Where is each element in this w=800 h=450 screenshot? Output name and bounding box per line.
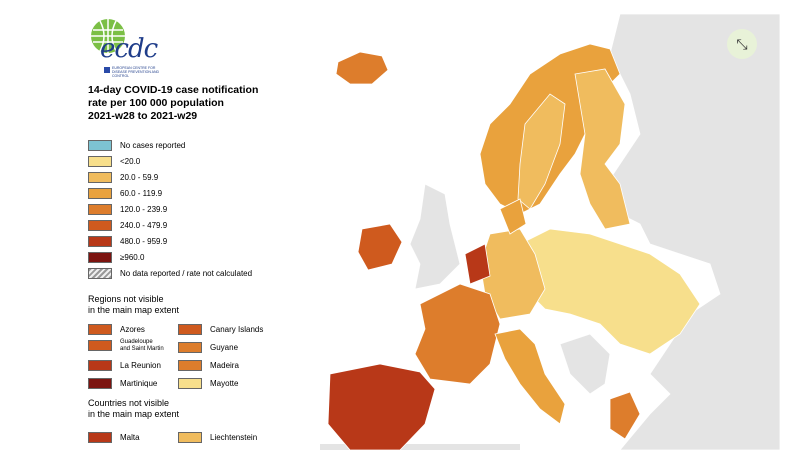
region-label: Canary Islands [210,325,264,334]
country-item: Liechtenstein [178,432,298,444]
uk-landmass [409,183,461,290]
scale-swatch [88,236,112,247]
region-item: Guyane [178,342,298,354]
scale-swatch [88,140,112,151]
region-item: Guadeloupe and Saint Martin [88,339,178,354]
denmark [499,198,527,235]
country-label: Malta [120,433,140,442]
region-item: Canary Islands [178,324,298,336]
countries-heading-line-2: in the main map extent [88,409,180,419]
region-item: Mayotte [178,378,298,390]
iceland [335,51,389,85]
europe-map[interactable] [320,14,780,450]
title-line-1: 14-day COVID-19 case notification [88,84,259,96]
italy [494,328,566,425]
region-label: Martinique [120,379,158,388]
scale-label: No cases reported [120,141,186,150]
region-swatch [88,378,112,389]
sweden [517,93,566,210]
region-item: Martinique [88,378,178,390]
region-swatch [178,378,202,389]
france [414,283,501,385]
country-swatch [178,432,202,443]
region-label: Azores [120,325,145,334]
region-item: Azores [88,324,178,336]
region-swatch [178,324,202,335]
map-title: 14-day COVID-19 case notification rate p… [88,84,313,123]
finland-baltics [574,68,631,230]
iberia [327,363,436,450]
regions-heading: Regions not visible in the main map exte… [88,294,179,316]
globe-icon [91,19,125,53]
countries-heading-line-1: Countries not visible [88,398,170,408]
region-swatch [178,360,202,371]
scale-item: <20.0 [88,156,328,168]
eu-flag-icon [104,67,110,73]
region-label-line-1: Guadeloupe [120,339,153,345]
region-label: Mayotte [210,379,239,388]
scale-item: ≥960.0 [88,252,328,264]
region-swatch [88,360,112,371]
country-item: Malta [88,432,178,444]
scale-swatch [88,188,112,199]
regions-heading-line-2: in the main map extent [88,305,180,315]
logo-wordmark: ecdc [100,34,158,64]
region-swatch [178,342,202,353]
scale-label: ≥960.0 [120,253,145,262]
countries-heading: Countries not visible in the main map ex… [88,398,179,420]
ecdc-logo: ecdc EUROPEAN CENTRE FOR DISEASE PREVENT… [88,16,198,78]
scale-label: 60.0 - 119.9 [120,189,163,198]
scale-label: <20.0 [120,157,141,166]
legend-panel: ecdc EUROPEAN CENTRE FOR DISEASE PREVENT… [82,14,312,450]
scale-label: 240.0 - 479.9 [120,221,168,230]
ireland [357,223,403,271]
scale-label: No data reported / rate not calculated [120,269,253,278]
scale-item: 120.0 - 239.9 [88,204,328,216]
scale-label: 480.0 - 959.9 [120,237,168,246]
region-swatch [88,340,112,351]
scale-item: 20.0 - 59.9 [88,172,328,184]
region-label: Guyane [210,343,239,352]
netherlands [464,243,491,285]
scale-swatch [88,156,112,167]
title-line-2: rate per 100 000 population [88,97,224,109]
region-item: Madeira [178,360,298,372]
region-swatch [88,324,112,335]
greece [609,391,641,440]
scale-swatch [88,220,112,231]
region-label-line-2: and Saint Martin [120,346,164,352]
scale-item: 240.0 - 479.9 [88,220,328,232]
scale-label: 20.0 - 59.9 [120,173,159,182]
logo-subtitle: EUROPEAN CENTRE FOR DISEASE PREVENTION A… [112,66,160,78]
scale-item: No data reported / rate not calculated [88,268,328,280]
balkans-landmass [559,333,611,395]
regions-heading-line-1: Regions not visible [88,294,164,304]
region-label: La Reunion [120,361,161,370]
scale-item: 60.0 - 119.9 [88,188,328,200]
scale-label: 120.0 - 239.9 [120,205,168,214]
region-item: La Reunion [88,360,178,372]
country-label: Liechtenstein [210,433,258,442]
scale-swatch [88,268,112,279]
scale-swatch [88,204,112,215]
region-label: Madeira [210,361,239,370]
country-swatch [88,432,112,443]
scale-swatch [88,172,112,183]
scale-item: 480.0 - 959.9 [88,236,328,248]
region-label: Guadeloupe and Saint Martin [120,339,164,353]
title-line-3: 2021-w28 to 2021-w29 [88,110,198,122]
non-eu-landmass [599,14,780,450]
scale-swatch [88,252,112,263]
scale-item: No cases reported [88,140,328,152]
expand-icon[interactable]: ⤡ [727,29,757,59]
